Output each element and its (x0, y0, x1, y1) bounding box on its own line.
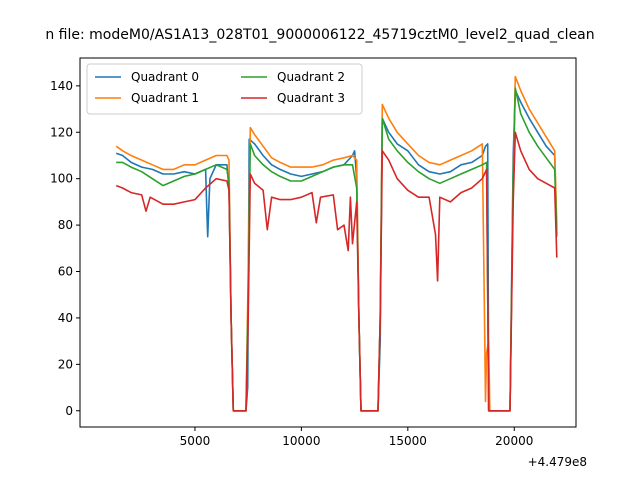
series-line-0 (115, 89, 558, 412)
y-tick-label: 80 (58, 218, 73, 232)
axes: 5000 10000 15000 20000 0 20 40 60 80 100 120 140 (50, 57, 577, 448)
legend-label: Quadrant 2 (277, 70, 345, 84)
x-tick-label: 15000 (389, 434, 427, 448)
y-tick-label: 60 (58, 265, 73, 279)
y-tick-label: 40 (58, 311, 73, 325)
legend-label: Quadrant 0 (131, 70, 199, 84)
plot-frame (79, 57, 577, 428)
legend: Quadrant 0 Quadrant 1 Quadrant 2 Quadrant 3 (86, 63, 363, 115)
x-offset-label: +4.479e8 (528, 455, 587, 469)
legend-box (86, 63, 363, 115)
y-tick-label: 120 (50, 125, 73, 139)
y-tick-label: 140 (50, 79, 73, 93)
y-tick-label: 0 (65, 404, 73, 418)
legend-label: Quadrant 1 (131, 91, 199, 105)
plot-area (115, 75, 558, 412)
y-tick-label: 100 (50, 172, 73, 186)
legend-label: Quadrant 3 (277, 91, 345, 105)
series-line-2 (116, 87, 558, 412)
x-tick-label: 10000 (282, 434, 320, 448)
y-tick-label: 20 (58, 357, 73, 371)
x-tick-label: 5000 (180, 434, 211, 448)
series-line-1 (115, 75, 558, 412)
chart-title: n file: modeM0/AS1A13_028T01_9000006122_… (45, 27, 594, 43)
x-tick-label: 20000 (495, 434, 533, 448)
series-line-3 (115, 131, 558, 412)
